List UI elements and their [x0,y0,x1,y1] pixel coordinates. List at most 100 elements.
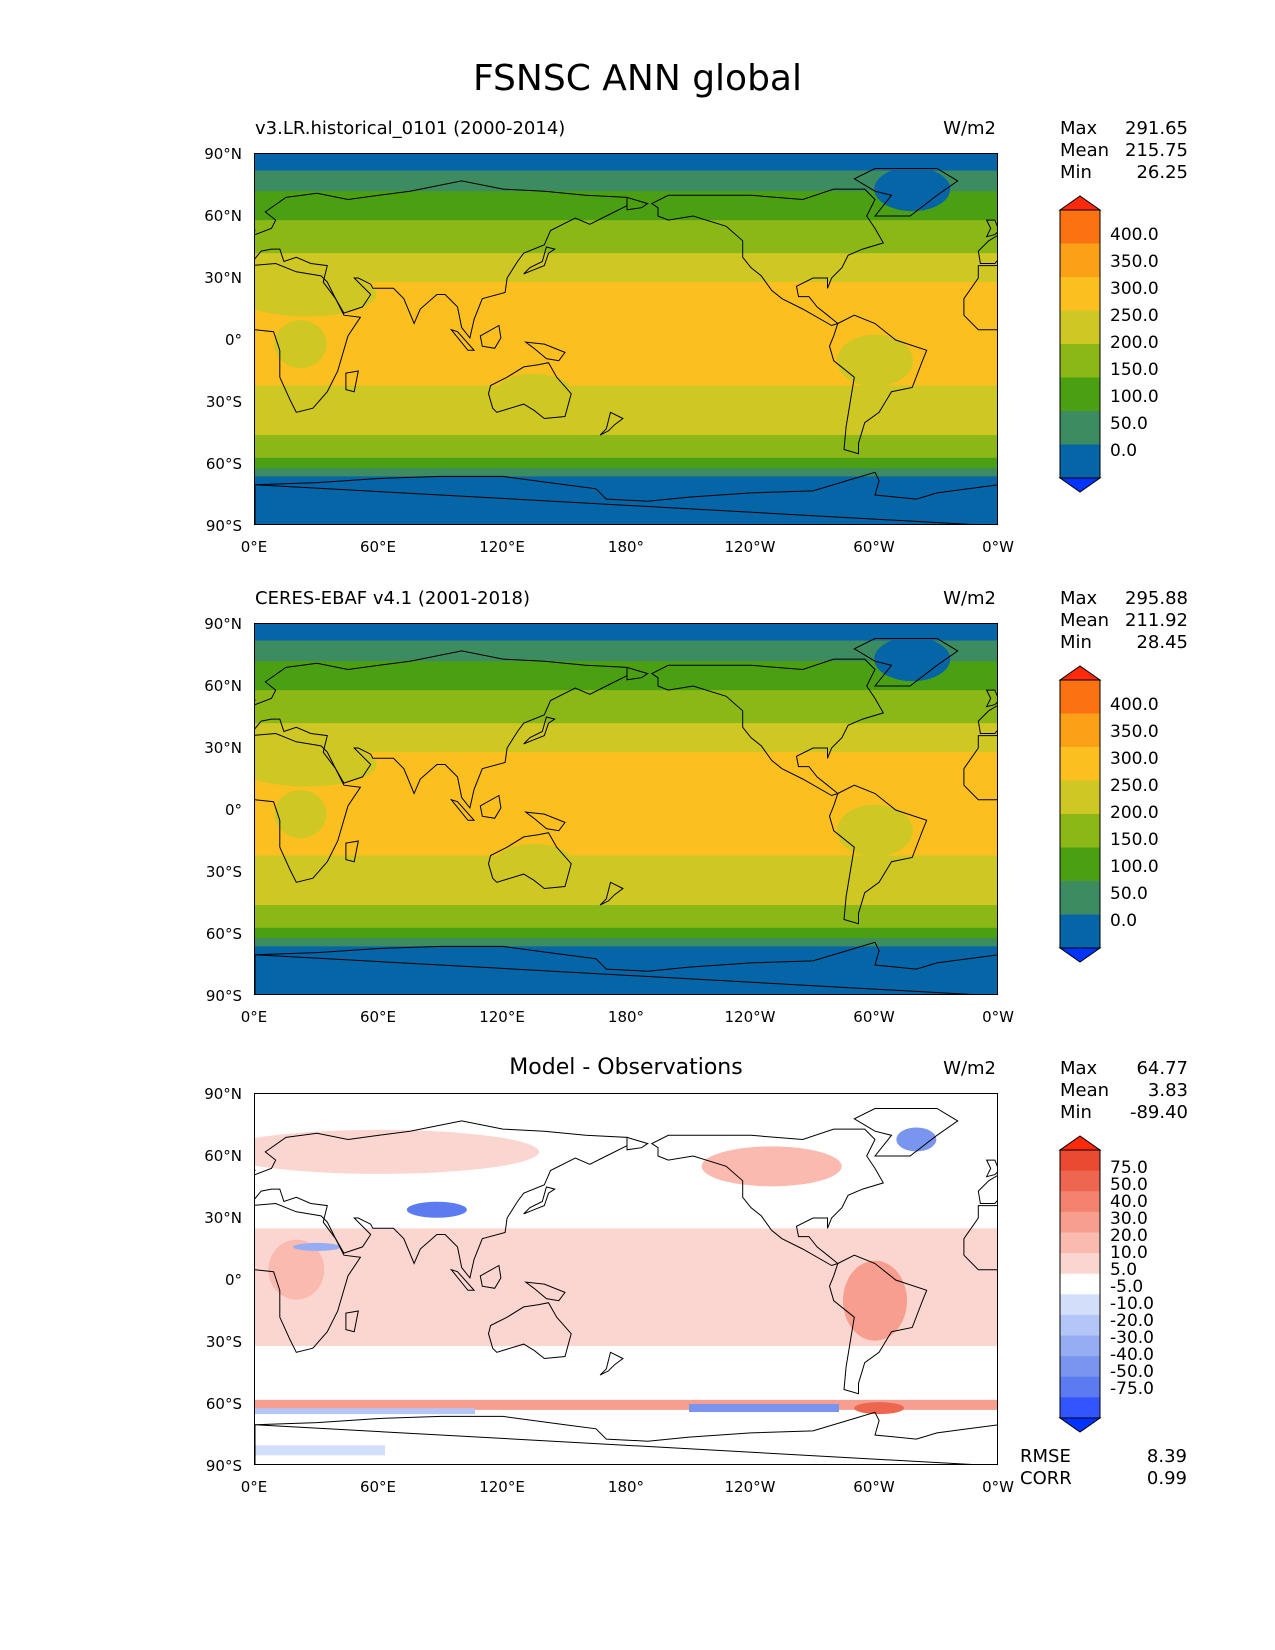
colorbar-extend-min [1058,1417,1102,1433]
lat-tick: 90°S [205,987,242,1005]
lat-tick: 60°N [204,207,242,225]
colorbar-segment [1060,1314,1100,1337]
field-band [255,938,997,947]
field-band [255,624,997,642]
land-outline [650,658,885,797]
stats-box: Max 295.88 Mean 211.92 Min 28.45 [1060,588,1188,654]
lat-tick: 90°N [204,615,242,633]
land-outline [255,1411,997,1464]
stat-min-label: Min [1060,162,1092,183]
stats-box: Max 64.77 Mean 3.83 Min -89.40 [1060,1058,1188,1124]
lat-tick: 0° [224,331,242,349]
colorbar-label: 100.0 [1110,857,1159,877]
colorbar-label: 50.0 [1110,414,1148,434]
lat-tick: 60°N [204,1147,242,1165]
lon-tick: 120°W [724,538,776,556]
colorbar-label: -40.0 [1110,1345,1154,1365]
colorbar-extend-max [1058,1135,1102,1151]
lon-tick: 0°W [982,1008,1014,1026]
land-outline [255,262,362,413]
land-outline [599,411,624,436]
colorbar-label: 150.0 [1110,360,1159,380]
stat-mean-label: Mean [1060,140,1110,161]
land-outline [487,362,572,420]
field-band [255,927,997,939]
units-label: W/m2 [943,1058,996,1079]
colorbar-segment [1060,1397,1100,1419]
colorbar-segment [1060,1356,1100,1378]
lat-tick: 60°S [205,1395,242,1413]
stat-max-label: Max [1060,588,1098,609]
lat-tick: 90°N [204,145,242,163]
difference-map [255,1094,997,1464]
sahel-negative [293,1242,341,1251]
colorbar-label: 200.0 [1110,333,1159,353]
land-outline [650,1128,885,1267]
desert-region [255,272,377,317]
lon-tick: 60°W [853,538,895,556]
lat-tick: 60°S [205,455,242,473]
colorbar-label: 250.0 [1110,306,1159,326]
greenland-negative [896,1127,937,1152]
land-outline [650,188,885,327]
colorbar-label: -50.0 [1110,1362,1154,1382]
congo-region [274,320,327,369]
field-band [255,253,997,283]
colorbar-segment [1060,847,1100,882]
lon-tick: 120°W [724,1008,776,1026]
stat-mean: 211.92 [1125,610,1188,631]
rmse-value: 8.39 [1146,1446,1187,1467]
land-outline [985,219,997,238]
lon-tick: 180° [607,1478,645,1496]
lat-tick: 30°N [204,1209,242,1227]
field-band [255,640,997,662]
land-outline [255,180,628,340]
colorbar [1058,1135,1102,1433]
colorbar-label: 10.0 [1110,1243,1148,1263]
land-outline [255,732,362,883]
lon-tick: 0°W [982,1478,1014,1496]
land-outline [523,716,556,745]
stats-box: Max 291.65 Mean 215.75 Min 26.25 [1060,118,1188,184]
colorbar-label: 50.0 [1110,884,1148,904]
stat-mean: 3.83 [1147,1080,1188,1101]
colorbar-label: 150.0 [1110,830,1159,850]
midlat-neutral [255,1346,997,1380]
samerica-positive [843,1260,907,1341]
lon-tick: 60°W [853,1478,895,1496]
lat-tick: 30°S [205,863,242,881]
field-band [255,690,997,724]
colorbar-label: 200.0 [1110,803,1159,823]
plateau-region [391,723,491,752]
corr-value: 0.99 [1146,1468,1187,1489]
lon-tick: 60°E [359,538,397,556]
pacific-sector-negative [689,1404,839,1412]
colorbar-frame [1059,679,1101,949]
land-outline [626,666,649,681]
colorbar-extend-max [1058,195,1102,211]
colorbar-segment [1060,1232,1100,1254]
land-outline [255,1202,362,1353]
metrics-box: RMSE 8.39 CORR 0.99 [1020,1446,1187,1490]
field-band [255,905,997,929]
land-outline [345,370,359,393]
colorbar-segment [1060,377,1100,412]
colorbar-label: -10.0 [1110,1294,1154,1314]
colorbar-segment [1060,1335,1100,1357]
colorbar-label: 400.0 [1110,695,1159,715]
land-outline [828,784,928,925]
colorbar-segment [1060,1170,1100,1192]
colorbar-label: 0.0 [1110,441,1138,461]
congo-region [274,790,327,839]
field-band [255,154,997,172]
lon-tick: 120°E [479,1008,525,1026]
colorbar-segment [1060,1253,1100,1275]
land-outline [255,650,628,810]
colorbar-segment [1060,881,1100,915]
amazon-region [837,334,913,387]
eurasia-positive [255,1129,539,1174]
land-outline [487,832,572,890]
drake-positive [854,1402,905,1415]
antarctic-negative [255,1445,385,1456]
colorbar-label: 400.0 [1110,225,1159,245]
